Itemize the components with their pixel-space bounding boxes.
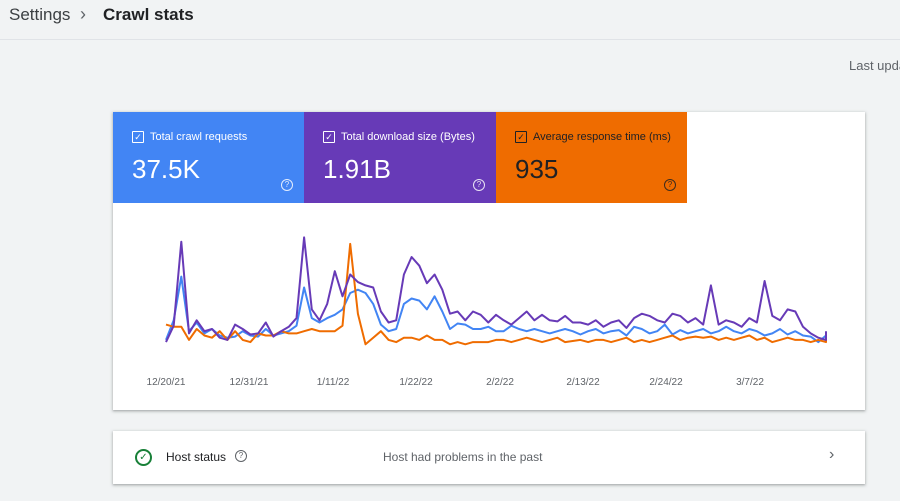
x-tick-label: 2/24/22 — [649, 377, 683, 388]
metric-total-download-size[interactable]: ✓ Total download size (Bytes) 1.91B ? — [304, 112, 496, 203]
series-line-total-download-size-bytes- — [165, 236, 827, 343]
breadcrumb-settings[interactable]: Settings — [9, 5, 71, 24]
help-icon[interactable]: ? — [473, 179, 485, 191]
chevron-right-icon[interactable]: › — [829, 446, 835, 463]
x-tick-label: 3/7/22 — [736, 377, 764, 388]
crawl-stats-chart-card: ✓ Total crawl requests 37.5K ? ✓ Total d… — [113, 112, 865, 410]
more-vert-icon[interactable]: ⋮ — [892, 3, 900, 24]
metric-label: Total download size (Bytes) — [341, 131, 475, 143]
chevron-right-icon: › — [80, 4, 86, 24]
help-icon[interactable]: ? — [281, 179, 293, 191]
crawl-stats-line-chart: 12/20/21 12/31/21 1/11/22 1/22/22 2/2/22 2/13… — [147, 236, 827, 388]
metric-average-response-time[interactable]: ✓ Average response time (ms) 935 ? — [496, 112, 687, 203]
host-status-row[interactable]: ✓ Host status ? Host had problems in the… — [113, 431, 865, 484]
last-updated-text: Last upda — [849, 58, 900, 73]
x-tick-label: 1/11/22 — [317, 377, 350, 388]
page-title: Crawl stats — [103, 5, 194, 24]
x-tick-label: 1/22/22 — [399, 377, 433, 388]
host-status-label: Host status — [166, 450, 227, 464]
metric-label: Average response time (ms) — [533, 131, 671, 143]
x-tick-label: 2/13/22 — [566, 377, 600, 388]
checkbox-icon[interactable]: ✓ — [323, 131, 335, 143]
help-icon[interactable]: ? — [235, 450, 247, 462]
metric-value: 935 — [515, 154, 559, 184]
checkbox-icon[interactable]: ✓ — [132, 131, 144, 143]
check-circle-icon: ✓ — [135, 449, 152, 466]
metric-value: 1.91B — [323, 154, 391, 184]
checkbox-icon[interactable]: ✓ — [515, 131, 527, 143]
metric-total-crawl-requests[interactable]: ✓ Total crawl requests 37.5K ? — [113, 112, 304, 203]
metric-value: 37.5K — [132, 154, 200, 184]
x-tick-label: 12/20/21 — [147, 377, 186, 388]
host-status-text: Host had problems in the past — [383, 450, 543, 464]
x-tick-label: 12/31/21 — [230, 377, 269, 388]
help-icon[interactable]: ? — [664, 179, 676, 191]
x-tick-label: 2/2/22 — [486, 377, 514, 388]
top-bar: Settings › Crawl stats ⋮ — [0, 0, 900, 40]
host-status-card[interactable]: ✓ Host status ? Host had problems in the… — [113, 431, 865, 484]
series-line-total-crawl-requests — [165, 275, 827, 344]
metric-label: Total crawl requests — [150, 131, 248, 143]
